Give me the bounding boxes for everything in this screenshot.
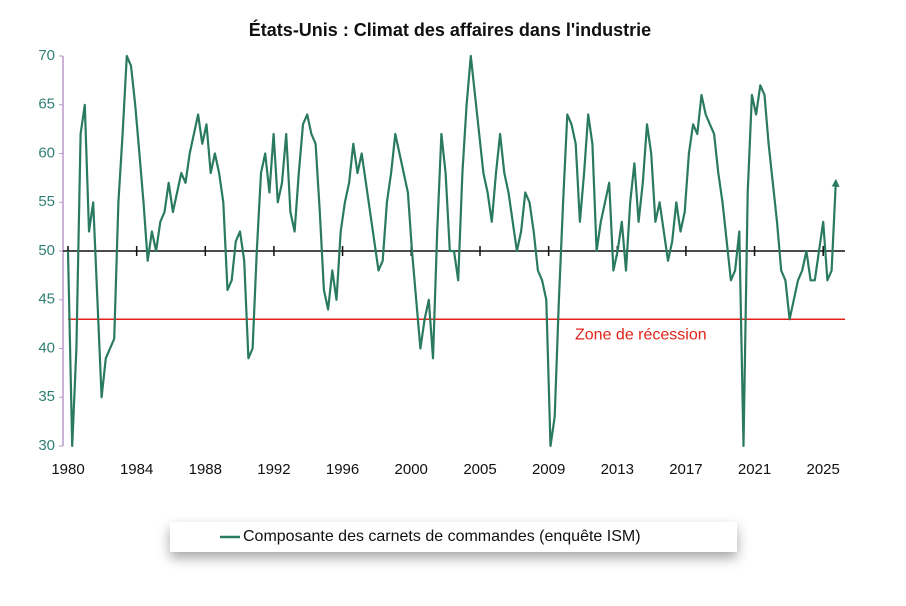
y-tick-label: 60: [38, 144, 55, 161]
x-tick-label: 1996: [326, 461, 359, 478]
x-tick-label: 2005: [463, 461, 496, 478]
y-tick-label: 40: [38, 339, 55, 356]
data-line: [66, 54, 840, 448]
y-tick-label: 55: [38, 193, 55, 210]
x-tick-label: 1988: [189, 461, 222, 478]
x-tick-label: 1984: [120, 461, 153, 478]
y-tick-label: 35: [38, 388, 55, 405]
legend-box: [170, 522, 737, 552]
x-tick-label: 2021: [738, 461, 771, 478]
x-tick-label: 2000: [395, 461, 428, 478]
x-tick-label: 2009: [532, 461, 565, 478]
y-tick-label: 65: [38, 96, 55, 113]
legend-label: Composante des carnets de commandes (enq…: [243, 528, 641, 545]
x-tick-label: 1980: [51, 461, 84, 478]
x-tick-label: 1992: [257, 461, 290, 478]
y-tick-label: 45: [38, 291, 55, 308]
x-tick-label: 2017: [669, 461, 702, 478]
reference-label: Zone de récession: [575, 326, 707, 343]
x-tick-label: 2013: [601, 461, 634, 478]
y-tick-label: 30: [38, 437, 55, 454]
y-tick-label: 70: [38, 47, 55, 64]
x-tick-label: 2025: [806, 461, 839, 478]
chart-title: États-Unis : Climat des affaires dans l'…: [249, 19, 651, 40]
y-tick-label: 50: [38, 242, 55, 259]
